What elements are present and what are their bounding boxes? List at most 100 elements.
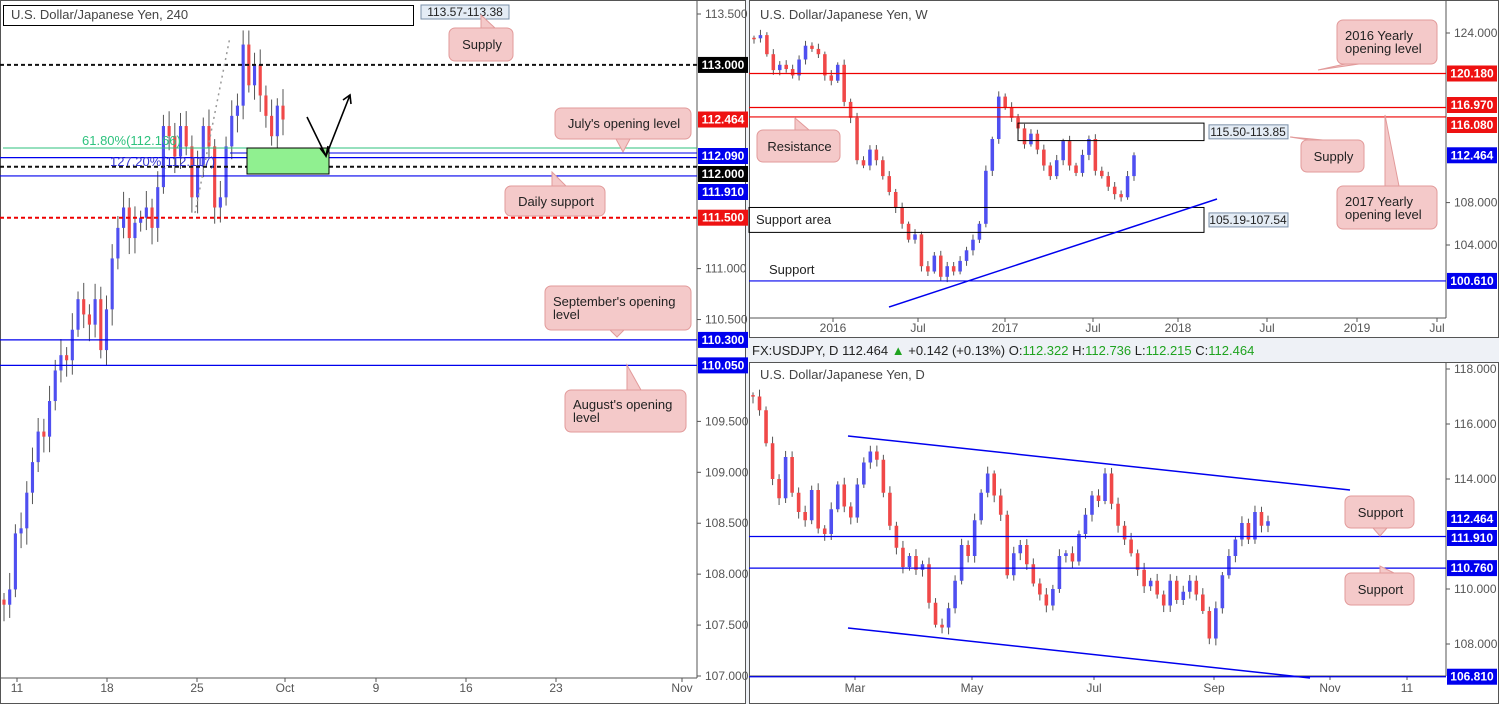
candle-body (1233, 539, 1238, 556)
x-tick-label: Jul (910, 321, 925, 335)
candle-body (1074, 165, 1078, 173)
price-label-box (698, 209, 748, 226)
candle-body (201, 126, 205, 167)
price-label-box (1447, 668, 1497, 685)
candle-body (190, 146, 194, 198)
candle-body (803, 512, 807, 521)
candle-body (765, 35, 769, 55)
triangle-up-icon: ▲ (891, 343, 905, 358)
price-label: 116.970 (1451, 98, 1494, 112)
candle-body (752, 37, 756, 40)
candle-body (771, 54, 776, 71)
candle-body (1129, 539, 1133, 554)
price-label-box (698, 56, 748, 73)
candle-body (2, 599, 6, 605)
candle-body (1029, 133, 1033, 145)
candle-body (241, 44, 245, 106)
y-tick-label: 107.000 (705, 669, 749, 683)
candle-body (104, 309, 109, 351)
callout-box (504, 185, 606, 217)
zone-label-box (1208, 212, 1289, 228)
candle-body (770, 443, 775, 479)
candle-body (783, 457, 788, 499)
callout-pointer (1379, 565, 1395, 574)
candle-body (888, 492, 892, 526)
candle-body (1009, 107, 1014, 118)
channel-lower-line (847, 627, 1311, 679)
chart-title: U.S. Dollar/Japanese Yen, W (760, 7, 928, 22)
candle-body (116, 227, 120, 259)
candle-body (127, 207, 131, 239)
y-tick-label: 108.500 (705, 516, 749, 530)
x-tick-label: Nov (671, 681, 692, 695)
candle-body (1187, 580, 1192, 592)
x-tick-label: 18 (100, 681, 114, 695)
price-label: 100.610 (1450, 274, 1494, 288)
candle-body (1161, 594, 1166, 606)
candle-body (848, 506, 853, 518)
candle-body (1044, 594, 1049, 606)
candle-body (777, 64, 782, 71)
candle-body (842, 64, 846, 102)
candle-body (757, 396, 762, 411)
candle-body (1253, 512, 1257, 540)
price-label: 112.464 (1451, 148, 1494, 162)
price-label: 113.000 (702, 58, 745, 72)
close-value-label: C: (1195, 343, 1209, 358)
y-tick-label: 118.000 (1454, 362, 1497, 376)
candle-body (914, 556, 918, 570)
candle-body (1100, 170, 1104, 177)
candle-body (933, 602, 938, 625)
candle-body (156, 187, 160, 228)
candle-body (1246, 523, 1251, 540)
callout-pointer (609, 329, 625, 338)
y-tick-label: 111.000 (705, 262, 747, 276)
candle-body (796, 492, 801, 512)
candle-body (99, 299, 103, 351)
candle-body (47, 401, 52, 437)
price-label: 106.810 (1450, 670, 1494, 684)
callout-label: Daily support (518, 193, 594, 209)
candle-body (887, 176, 892, 192)
candle-body (1061, 141, 1065, 161)
chart-title: U.S. Dollar/Japanese Yen, 240 (11, 7, 188, 22)
candle-body (139, 217, 143, 223)
candle-body (881, 459, 886, 493)
candle-body (1077, 534, 1081, 562)
chart-panel-0 (0, 0, 746, 704)
candle-body (939, 255, 943, 277)
candle-body (1090, 495, 1094, 515)
callout-box (1336, 185, 1438, 230)
price-label-box (698, 148, 748, 164)
callout-box (544, 285, 692, 331)
candle-body (1103, 473, 1107, 501)
candle-body (207, 126, 211, 147)
candle-body (810, 45, 814, 49)
candle-body (901, 547, 905, 567)
candle-body (1135, 553, 1140, 570)
candle-body (823, 54, 827, 76)
candle-body (1125, 176, 1130, 198)
candle-body (218, 197, 222, 208)
price-label: 110.760 (1451, 561, 1494, 575)
candle-body (1070, 553, 1075, 562)
candle-body (758, 35, 763, 39)
candle-body (972, 520, 977, 556)
candle-body (855, 484, 860, 518)
candle-body (173, 136, 177, 157)
candle-body (1025, 545, 1029, 565)
candle-body (1080, 154, 1085, 173)
callout-box (1336, 19, 1438, 65)
x-tick-label: 23 (549, 681, 563, 695)
callout-label: July's opening level (567, 116, 681, 131)
symbol-label: FX:USDJPY, D (752, 343, 839, 358)
callout-pointer (480, 13, 496, 29)
price-label: 112.090 (702, 149, 745, 163)
candle-body (1174, 580, 1179, 600)
candle-body (868, 451, 873, 463)
callout-pointer (626, 363, 642, 391)
candle-body (1096, 495, 1101, 501)
x-tick-label: Oct (276, 681, 295, 695)
candle-body (829, 509, 834, 534)
